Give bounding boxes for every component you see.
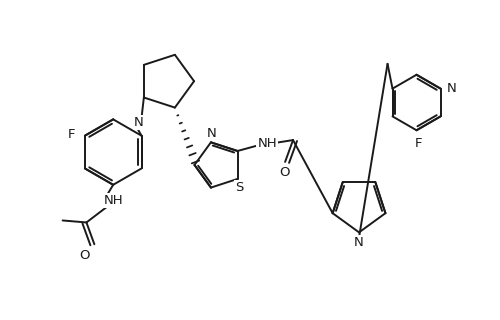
Text: N: N [446, 82, 456, 95]
Text: F: F [415, 137, 422, 150]
Text: O: O [279, 166, 289, 179]
Text: F: F [68, 128, 76, 141]
Text: N: N [207, 127, 217, 140]
Text: O: O [79, 249, 90, 262]
Text: NH: NH [258, 137, 277, 149]
Text: N: N [354, 236, 364, 249]
Text: NH: NH [104, 194, 123, 207]
Text: S: S [236, 181, 244, 194]
Text: N: N [134, 116, 143, 129]
